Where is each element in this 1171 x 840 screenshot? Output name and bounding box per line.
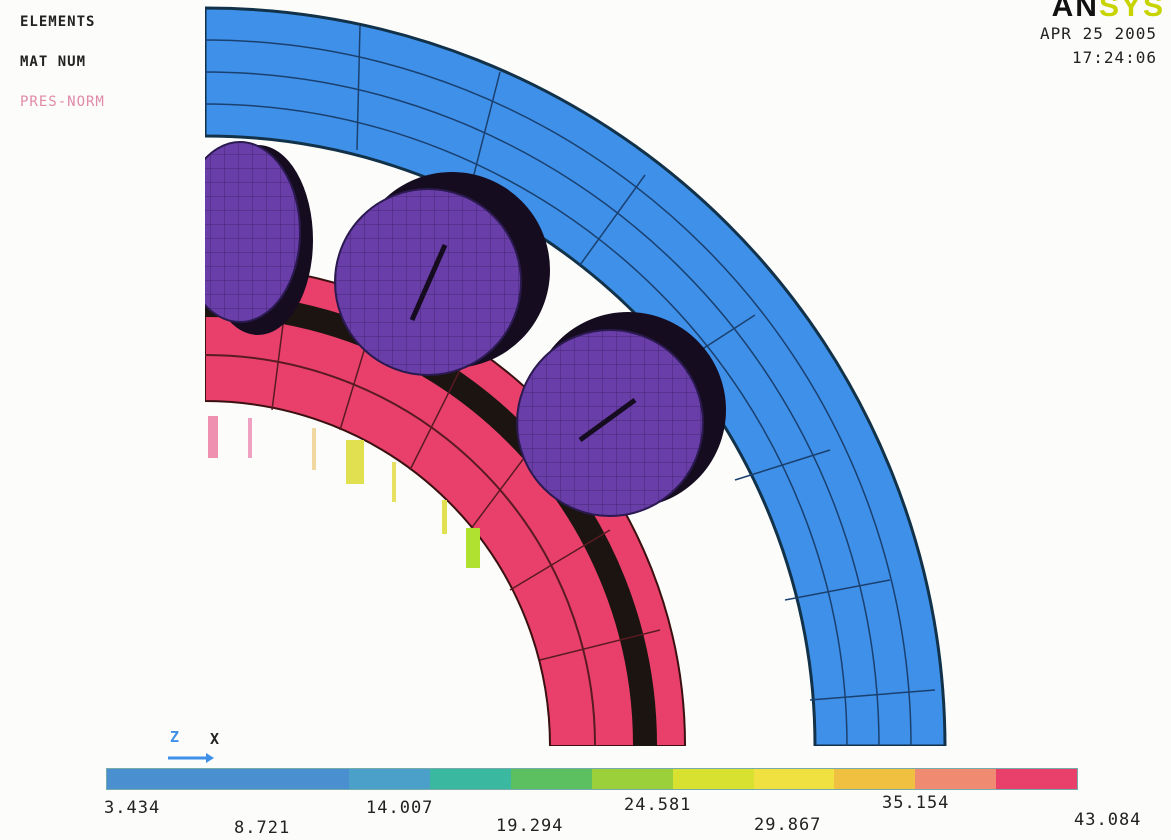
legend-segment xyxy=(996,769,1077,789)
legend-tick-max: 43.084 xyxy=(1074,810,1142,830)
legend-tick: 35.154 xyxy=(882,793,950,813)
time-label: 17:24:06 xyxy=(1071,48,1157,67)
legend-segment xyxy=(915,769,997,789)
legend-segment xyxy=(672,769,754,789)
legend-segment xyxy=(511,769,592,789)
pressure-label: PRES-NORM xyxy=(20,94,105,110)
date-label: APR 25 2005 xyxy=(1040,24,1157,43)
ansys-logo: ANSYS xyxy=(1052,0,1165,24)
legend-segment xyxy=(753,769,835,789)
legend-segment xyxy=(834,769,916,789)
legend-tick: 8.721 xyxy=(234,818,291,838)
legend-tick-min: 3.434 xyxy=(104,798,161,818)
legend-tick: 29.867 xyxy=(754,815,822,835)
legend-segment xyxy=(349,769,431,789)
legend-segment xyxy=(430,769,512,789)
legend-segment xyxy=(591,769,673,789)
color-legend-bar xyxy=(106,768,1078,790)
rolling-elements xyxy=(205,141,726,517)
brand-text: AN xyxy=(1051,0,1099,23)
legend-segment xyxy=(268,769,350,789)
pressure-arrows xyxy=(208,416,480,568)
legend-segment xyxy=(107,769,188,789)
legend-tick: 14.007 xyxy=(366,798,434,818)
z-axis-label: Z xyxy=(170,728,180,746)
plot-type-label: ELEMENTS xyxy=(20,14,96,30)
display-mode-label: MAT NUM xyxy=(20,54,87,70)
x-axis-label: X xyxy=(210,730,220,748)
axis-triad xyxy=(168,753,214,763)
legend-tick: 24.581 xyxy=(624,795,692,815)
brand-tail: SYS xyxy=(1098,0,1165,23)
legend-tick: 19.294 xyxy=(496,816,564,836)
legend-segment xyxy=(187,769,269,789)
